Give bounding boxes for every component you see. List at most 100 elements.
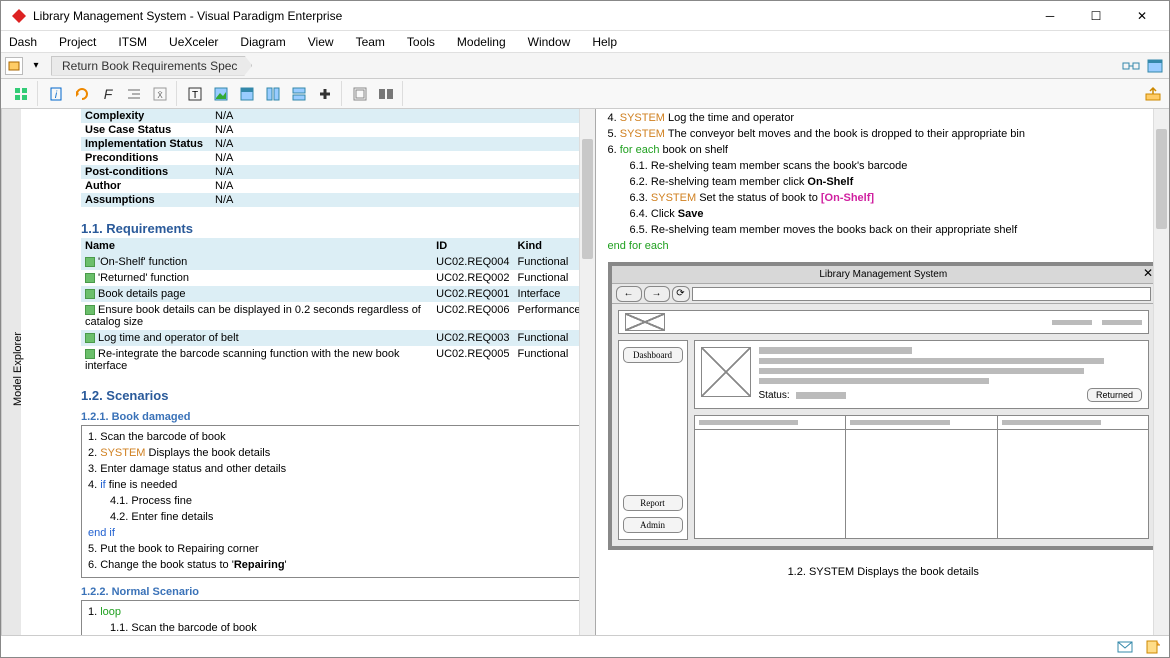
toolbar: i F X̄ T: [1, 79, 1169, 109]
table-row[interactable]: 'On-Shelf' functionUC02.REQ004Functional: [81, 254, 585, 270]
property-row: Implementation StatusN/A: [81, 137, 585, 151]
scenario-step: 5. Put the book to Repairing corner: [88, 542, 578, 558]
info-icon[interactable]: i: [44, 82, 68, 106]
requirement-icon: [85, 257, 95, 267]
requirement-icon: [85, 305, 95, 315]
menu-project[interactable]: Project: [59, 35, 96, 49]
property-key: Post-conditions: [81, 165, 211, 179]
table-row[interactable]: Book details pageUC02.REQ001Interface: [81, 286, 585, 302]
property-value: N/A: [211, 165, 237, 179]
menu-dash[interactable]: Dash: [9, 35, 37, 49]
requirement-icon: [85, 273, 95, 283]
grid-icon[interactable]: [9, 82, 33, 106]
plus-icon[interactable]: [313, 82, 337, 106]
scenario-continuation: 4. SYSTEM Log the time and operator5. SY…: [608, 109, 1160, 254]
wireframe-column: [846, 416, 998, 538]
dual-icon[interactable]: [374, 82, 398, 106]
window-titlebar: Library Management System - Visual Parad…: [1, 1, 1169, 31]
wireframe-logo-placeholder: [625, 313, 665, 331]
scenario-step: 4. if fine is needed: [88, 478, 578, 494]
wireframe-detail-panel: Status:Returned: [694, 340, 1150, 409]
export-icon[interactable]: [1141, 82, 1165, 106]
wireframe-forward-button[interactable]: →: [644, 286, 670, 302]
property-key: Assumptions: [81, 193, 211, 207]
menu-view[interactable]: View: [308, 35, 334, 49]
wireframe-close-icon[interactable]: ✕: [1143, 266, 1153, 280]
property-value: N/A: [211, 151, 237, 165]
property-row: Use Case StatusN/A: [81, 123, 585, 137]
font-icon[interactable]: F: [96, 82, 120, 106]
scenario-subheading: 1.2.1. Book damaged: [81, 411, 585, 423]
wireframe-dashboard-button[interactable]: Dashboard: [623, 347, 683, 363]
indent-icon[interactable]: [122, 82, 146, 106]
requirements-heading: 1.1. Requirements: [81, 221, 585, 236]
property-value: N/A: [211, 123, 237, 137]
wireframe-nav: ←→⟳: [612, 284, 1156, 304]
switch-view-icon[interactable]: [1145, 57, 1165, 75]
wireframe-sidebar: Dashboard Report Admin: [618, 340, 688, 540]
menu-itsm[interactable]: ITSM: [118, 35, 147, 49]
breadcrumb[interactable]: Return Book Requirements Spec: [51, 56, 252, 76]
menu-uexceler[interactable]: UeXceler: [169, 35, 218, 49]
window-minimize-button[interactable]: ─: [1027, 1, 1073, 31]
wireframe-column: [998, 416, 1149, 538]
property-key: Complexity: [81, 109, 211, 123]
refresh-icon[interactable]: [70, 82, 94, 106]
svg-text:X̄: X̄: [157, 91, 163, 100]
wireframe-admin-button[interactable]: Admin: [623, 517, 683, 533]
property-value: N/A: [211, 179, 237, 193]
wireframe-returned-button[interactable]: Returned: [1087, 388, 1142, 402]
table-row[interactable]: 'Returned' functionUC02.REQ002Functional: [81, 270, 585, 286]
window-close-button[interactable]: ✕: [1119, 1, 1165, 31]
menu-diagram[interactable]: Diagram: [240, 35, 285, 49]
scenario-step: 4.2. Enter fine details: [88, 510, 578, 526]
table-row[interactable]: Ensure book details can be displayed in …: [81, 302, 585, 330]
scenario-step: 6. for each book on shelf: [608, 143, 1160, 159]
note-icon[interactable]: [1145, 639, 1161, 655]
wireframe-url-field[interactable]: [692, 287, 1152, 301]
wireframe-back-button[interactable]: ←: [616, 286, 642, 302]
property-row: AuthorN/A: [81, 179, 585, 193]
window-maximize-button[interactable]: ☐: [1073, 1, 1119, 31]
breadcrumb-bar: ▾ Return Book Requirements Spec: [1, 53, 1169, 79]
menu-modeling[interactable]: Modeling: [457, 35, 506, 49]
wireframe-window: Library Management System ✕ ←→⟳ Dashboard Re…: [608, 262, 1160, 550]
right-scrollbar[interactable]: [1153, 109, 1169, 635]
wireframe-placeholder-text: [1102, 320, 1142, 325]
wireframe-report-button[interactable]: Report: [623, 495, 683, 511]
property-value: N/A: [211, 137, 237, 151]
property-key: Implementation Status: [81, 137, 211, 151]
project-selector-icon[interactable]: [5, 57, 23, 75]
link-icon[interactable]: [1121, 57, 1141, 75]
scenario-step: 1. loop: [88, 605, 578, 621]
property-row: PreconditionsN/A: [81, 151, 585, 165]
layout3-icon[interactable]: [287, 82, 311, 106]
wireframe-reload-button[interactable]: ⟳: [672, 286, 690, 302]
image-icon[interactable]: [209, 82, 233, 106]
menu-window[interactable]: Window: [528, 35, 571, 49]
wireframe-title: Library Management System: [819, 269, 947, 280]
left-scrollbar[interactable]: [579, 109, 595, 635]
wireframe-titlebar: Library Management System ✕: [612, 266, 1156, 284]
scenario-step: 4. SYSTEM Log the time and operator: [608, 111, 1160, 127]
svg-text:i: i: [55, 90, 58, 101]
status-bar: [1, 635, 1169, 657]
fx-icon[interactable]: X̄: [148, 82, 172, 106]
menu-bar: Dash Project ITSM UeXceler Diagram View Team To…: [1, 31, 1169, 53]
layout2-icon[interactable]: [261, 82, 285, 106]
left-document-pane: ComplexityN/AUse Case StatusN/AImplement…: [21, 109, 596, 635]
requirement-icon: [85, 289, 95, 299]
scenario-box: 1. loop1.1. Scan the barcode of book1.2.…: [81, 600, 585, 635]
table-row[interactable]: Log time and operator of beltUC02.REQ003…: [81, 330, 585, 346]
breadcrumb-dropdown-icon[interactable]: ▾: [27, 57, 45, 75]
table-row[interactable]: Re-integrate the barcode scanning functi…: [81, 346, 585, 374]
side-tab-model-explorer[interactable]: Model Explorer: [1, 109, 21, 635]
menu-tools[interactable]: Tools: [407, 35, 435, 49]
scenario-step: 6.4. Click Save: [608, 207, 1160, 223]
frame-icon[interactable]: [348, 82, 372, 106]
mail-icon[interactable]: [1117, 639, 1133, 655]
text-icon[interactable]: T: [183, 82, 207, 106]
layout1-icon[interactable]: [235, 82, 259, 106]
menu-help[interactable]: Help: [592, 35, 617, 49]
menu-team[interactable]: Team: [356, 35, 385, 49]
